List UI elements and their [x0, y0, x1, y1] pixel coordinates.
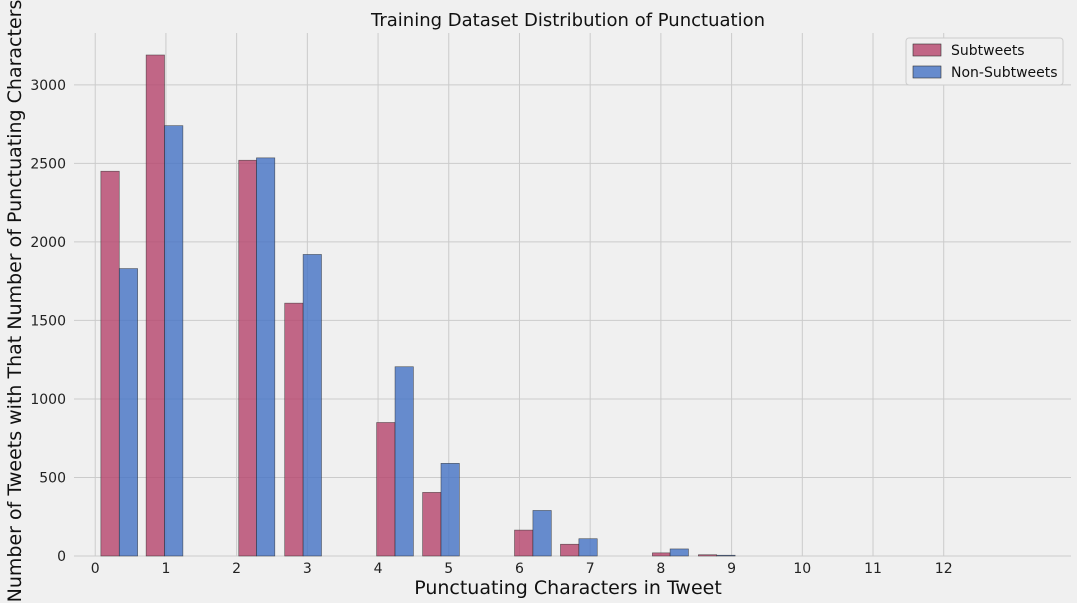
x-tick-label: 10: [793, 561, 811, 577]
x-axis-label: Punctuating Characters in Tweet: [414, 577, 722, 599]
bar-non-subtweets: [164, 125, 184, 557]
y-tick-label: 2500: [30, 156, 66, 172]
x-tick-label: 9: [727, 561, 736, 577]
x-tick-label: 6: [515, 561, 524, 577]
y-tick-label: 500: [39, 470, 66, 486]
x-axis-ticks: 0 1 2 3 4 5 6 7 8 9 10 11 12: [91, 561, 953, 577]
y-tick-label: 1500: [30, 313, 66, 329]
bar-subtweets: [422, 492, 442, 557]
bar-subtweets: [698, 554, 718, 557]
y-tick-label: 1000: [30, 392, 66, 408]
bar-non-subtweets: [532, 510, 552, 557]
legend-swatch-non-subtweets: [912, 65, 942, 79]
bar-subtweets: [145, 54, 165, 557]
bar-subtweets: [100, 170, 120, 557]
bar-non-subtweets: [256, 157, 276, 557]
legend-label-subtweets: Subtweets: [951, 43, 1025, 59]
bars: [100, 54, 736, 557]
x-tick-label: 2: [232, 561, 241, 577]
bar-non-subtweets: [394, 366, 414, 557]
bar-non-subtweets: [578, 538, 598, 557]
x-tick-label: 4: [374, 561, 383, 577]
bar-non-subtweets: [302, 254, 322, 557]
grid-lines: [74, 33, 1071, 557]
y-axis-ticks: 0 500 1000 1500 2000 2500 3000: [30, 78, 66, 565]
bar-non-subtweets: [118, 268, 138, 557]
y-tick-label: 3000: [30, 78, 66, 94]
bar-subtweets: [238, 159, 257, 557]
bar-subtweets: [284, 302, 304, 557]
y-axis-label: Number of Tweets with That Number of Pun…: [4, 0, 26, 602]
x-tick-label: 3: [303, 561, 312, 577]
legend-swatch-subtweets: [912, 43, 942, 57]
x-tick-label: 5: [444, 561, 453, 577]
y-tick-label: 0: [57, 549, 66, 565]
bar-subtweets: [560, 543, 580, 557]
x-tick-label: 11: [864, 561, 882, 577]
x-tick-label: 1: [161, 561, 170, 577]
bar-non-subtweets: [669, 548, 689, 557]
chart-title: Training Dataset Distribution of Punctua…: [370, 10, 765, 31]
x-tick-label: 8: [656, 561, 665, 577]
x-tick-label: 12: [935, 561, 953, 577]
legend-box: [905, 37, 1064, 86]
legend-label-non-subtweets: Non-Subtweets: [951, 65, 1058, 81]
bar-non-subtweets: [716, 554, 736, 557]
bar-subtweets: [652, 552, 671, 557]
x-tick-label: 0: [91, 561, 100, 577]
bar-subtweets: [514, 529, 534, 557]
x-tick-label: 7: [586, 561, 595, 577]
bar-subtweets: [376, 422, 396, 557]
bar-non-subtweets: [440, 463, 460, 557]
legend: Subtweets Non-Subtweets: [905, 37, 1064, 86]
y-tick-label: 2000: [30, 235, 66, 251]
